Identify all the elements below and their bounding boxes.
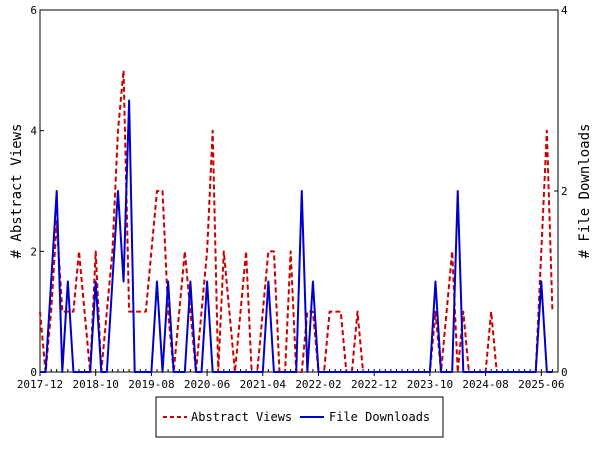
x-tick-label: 2020-06 (184, 378, 230, 391)
x-tick-label: 2023-10 (407, 378, 453, 391)
x-tick-label: 2022-02 (295, 378, 341, 391)
y-right-tick-label: 0 (561, 366, 568, 379)
x-tick-label: 2024-08 (462, 378, 508, 391)
legend-box (155, 396, 444, 438)
x-tick-label: 2021-04 (240, 378, 287, 391)
legend-label-abstract-views: Abstract Views (191, 410, 292, 424)
y-left-tick-label: 0 (30, 366, 37, 379)
x-tick-label: 2018-10 (73, 378, 119, 391)
y-right-tick-label: 2 (561, 185, 568, 198)
legend-label-file-downloads: File Downloads (329, 410, 430, 424)
x-tick-label: 2022-12 (351, 378, 397, 391)
legend: Abstract Views File Downloads (155, 396, 444, 438)
y-left-tick-label: 4 (30, 125, 37, 138)
y-left-tick-label: 2 (30, 245, 37, 258)
x-tick-label: 2019-08 (128, 378, 174, 391)
y-right-axis-title: # File Downloads (577, 124, 593, 259)
y-right-tick-label: 4 (561, 4, 568, 17)
y-left-axis-title: # Abstract Views (9, 124, 25, 259)
y-left-tick-label: 6 (30, 4, 37, 17)
series-line-file-downloads (40, 99, 553, 373)
x-tick-label: 2017-12 (17, 378, 63, 391)
x-tick-label: 2025-06 (518, 378, 564, 391)
